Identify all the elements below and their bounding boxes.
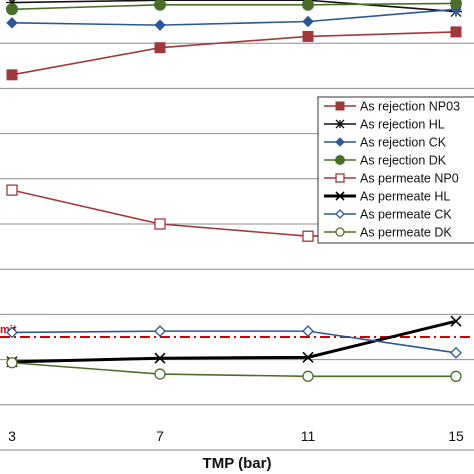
legend-item: As rejection DK [324,154,447,168]
legend: As rejection NP03 As rejection HL As rejec… [317,96,474,244]
data-point [6,184,18,196]
data-point [335,227,345,237]
x-tick-label: 11 [301,428,316,444]
legend-item: As rejection CK [324,136,447,150]
x-tick-labels: 3 7 11 15 [8,428,464,444]
x-tick-label: 15 [448,428,464,444]
legend-label: As permeate CK [360,208,452,222]
series-line [11,0,457,13]
data-point [154,368,166,380]
data-point [154,325,166,338]
x-tick-label: 7 [156,428,164,444]
data-point [154,352,166,364]
legend-label: As rejection CK [360,136,447,150]
data-point [450,0,462,10]
x-tick-label: 3 [8,428,16,444]
data-point [450,370,462,382]
legend-label: As permeate NP0 [360,172,459,186]
legend-label: As rejection HL [360,118,445,132]
legend-label: As permeate HL [360,190,450,204]
data-point [335,101,345,111]
data-point [302,325,314,338]
data-point [154,19,166,31]
legend-label: As rejection NP03 [360,100,460,114]
data-point [302,351,314,363]
data-point [302,15,314,28]
series-line [11,8,457,26]
data-point [302,30,314,42]
series-line [11,319,457,364]
data-point [302,0,314,11]
series-4 [6,0,462,16]
legend-label: As permeate DK [360,226,452,240]
data-point [6,3,18,16]
data-point [154,218,166,230]
data-point [6,17,18,29]
legend-item: As permeate DK [324,226,452,240]
legend-item: As permeate NP0 [324,172,459,186]
legend-item: As rejection NP03 [324,100,460,114]
series-line [11,330,457,354]
data-point [335,155,345,165]
series-3 [6,3,462,31]
series-1 [6,26,462,81]
series-8 [6,357,462,382]
data-point [335,209,345,219]
data-point [154,0,166,11]
legend-label: As rejection DK [360,154,447,168]
legend-box [317,96,474,244]
data-point [154,42,166,54]
data-point [450,26,462,38]
data-point [302,230,314,242]
data-point [450,346,462,359]
series-7 [6,325,462,359]
data-point [6,357,18,369]
legend-item: As permeate CK [324,208,452,222]
data-point [335,119,345,129]
data-point [6,69,18,81]
data-point [335,173,345,183]
x-axis-title: TMP (bar) [203,455,272,472]
legend-item: As permeate HL [324,190,450,204]
legend-item: As rejection HL [324,118,445,132]
data-point [335,137,345,147]
series-line [11,2,457,11]
data-point [6,0,18,8]
data-point [450,315,462,327]
series-line [11,361,456,378]
data-point [302,370,314,382]
data-point [6,326,18,339]
series-line [11,31,457,76]
data-point [335,191,345,201]
